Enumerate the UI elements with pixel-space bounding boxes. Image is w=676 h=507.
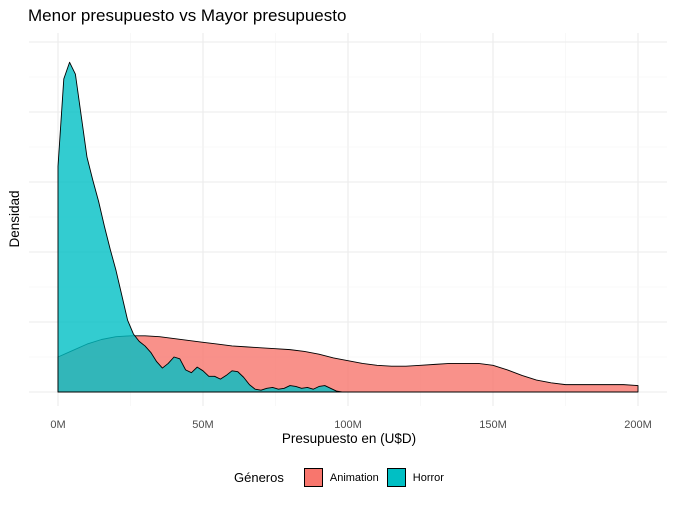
x-tick-label: 200M	[624, 419, 652, 431]
x-axis-title: Presupuesto en (U$D)	[282, 431, 416, 446]
chart-title: Menor presupuesto vs Mayor presupuesto	[28, 6, 347, 25]
density-area-horror	[57, 61, 343, 393]
legend-title: Géneros	[234, 470, 284, 485]
legend-key-horror	[386, 468, 406, 487]
x-tick-labels: 0M 50M 100M 150M 200M	[50, 419, 651, 431]
legend-item-horror: Horror	[386, 468, 444, 487]
x-tick-label: 100M	[334, 419, 362, 431]
x-tick-label: 0M	[50, 419, 65, 431]
y-axis-title: Densidad	[7, 190, 22, 247]
legend-item-animation: Animation	[303, 468, 379, 487]
legend-label-horror: Horror	[412, 471, 444, 484]
legend: Géneros Animation Horror	[234, 468, 452, 487]
legend-key-animation	[303, 468, 323, 487]
density-areas	[57, 61, 639, 393]
x-tick-label: 150M	[479, 419, 507, 431]
legend-label-animation: Animation	[329, 471, 379, 484]
x-tick-label: 50M	[192, 419, 213, 431]
